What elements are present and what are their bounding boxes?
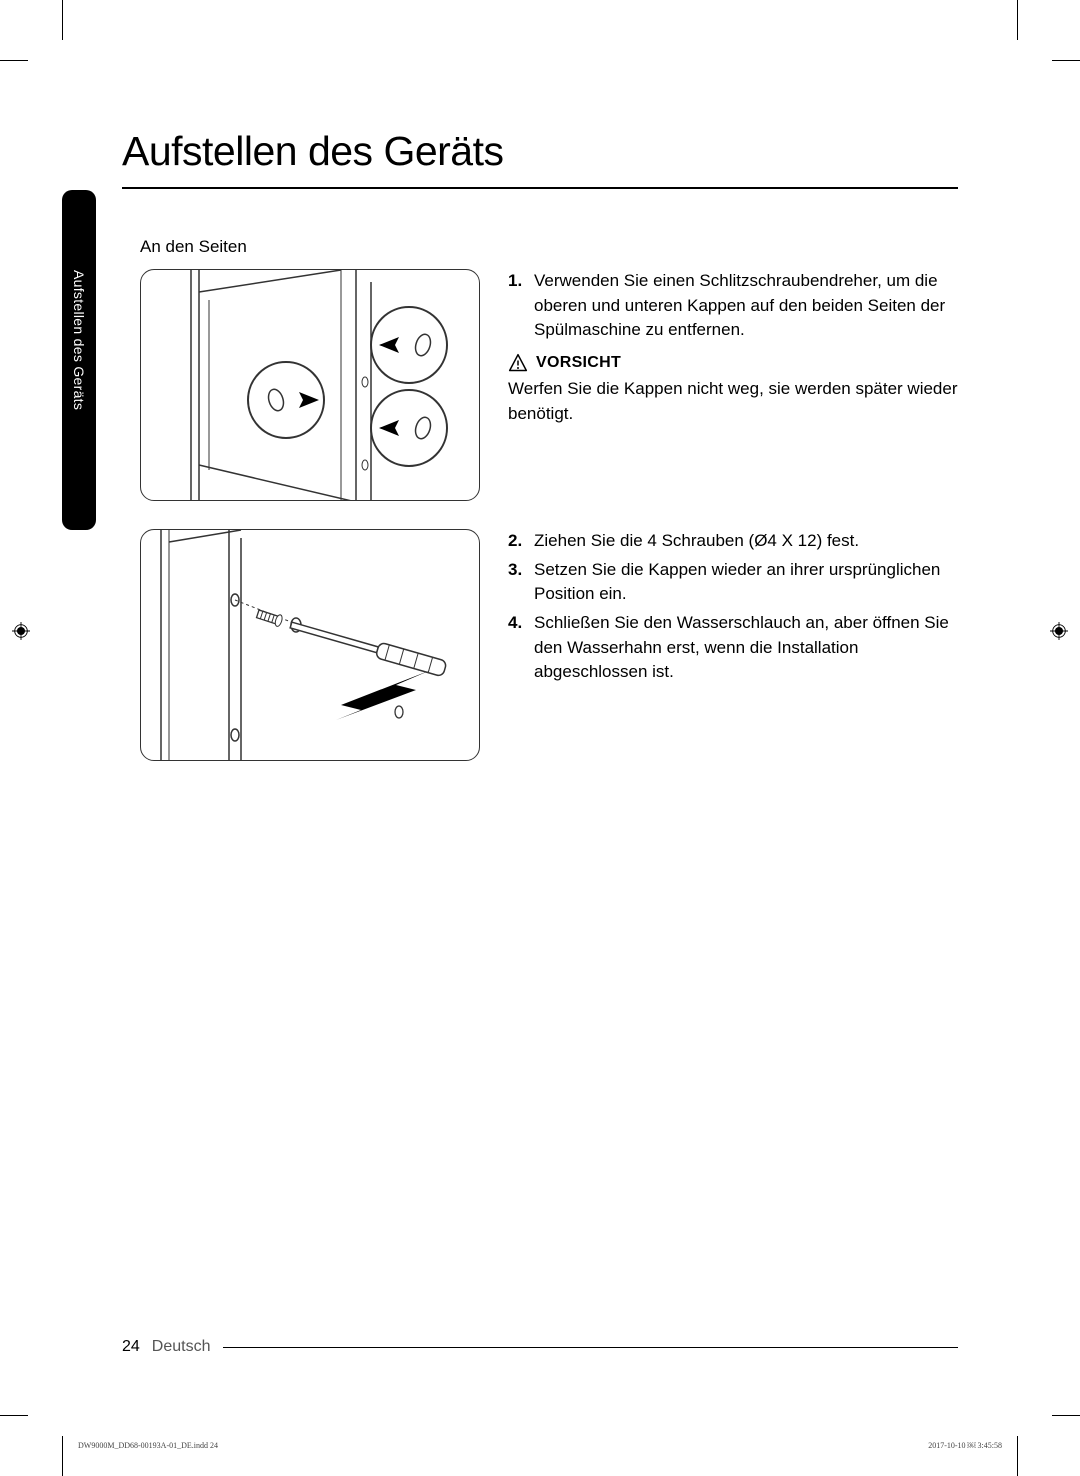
caution-heading: VORSICHT xyxy=(508,353,958,373)
print-file: DW9000M_DD68-00193A-01_DE.indd 24 xyxy=(78,1441,218,1450)
crop-mark xyxy=(0,1415,28,1416)
print-timestamp: 2017-10-10 ￼ 3:45:58 xyxy=(928,1441,1002,1450)
steps-list-2: Ziehen Sie die 4 Schrauben (Ø4 X 12) fes… xyxy=(508,529,958,685)
print-metadata: DW9000M_DD68-00193A-01_DE.indd 24 2017-1… xyxy=(78,1441,1002,1450)
content: An den Seiten xyxy=(140,237,958,771)
side-tab-label: Aufstellen des Geräts xyxy=(71,270,87,410)
row-2: Ziehen Sie die 4 Schrauben (Ø4 X 12) fes… xyxy=(140,529,958,771)
registration-mark-right xyxy=(1050,622,1068,645)
page-number: 24 xyxy=(122,1338,140,1356)
step-1: Verwenden Sie einen Schlitzschraubendreh… xyxy=(508,269,958,343)
page-language: Deutsch xyxy=(152,1338,211,1356)
row-1: Verwenden Sie einen Schlitzschraubendreh… xyxy=(140,269,958,511)
steps-list-1: Verwenden Sie einen Schlitzschraubendreh… xyxy=(508,269,958,343)
step-4: Schließen Sie den Wasserschlauch an, abe… xyxy=(508,611,958,685)
step-2: Ziehen Sie die 4 Schrauben (Ø4 X 12) fes… xyxy=(508,529,958,554)
step-3: Setzen Sie die Kappen wieder an ihrer ur… xyxy=(508,558,958,607)
crop-mark xyxy=(62,0,63,40)
title-rule xyxy=(122,187,958,189)
crop-mark xyxy=(1052,60,1080,61)
illustration-2 xyxy=(140,529,480,761)
crop-mark xyxy=(0,60,28,61)
page-body: Aufstellen des Geräts Aufstellen des Ger… xyxy=(62,60,1018,1416)
illustration-1 xyxy=(140,269,480,501)
caution-text: Werfen Sie die Kappen nicht weg, sie wer… xyxy=(508,377,958,426)
crop-mark xyxy=(1017,0,1018,40)
page-title: Aufstellen des Geräts xyxy=(122,128,1018,175)
subheading: An den Seiten xyxy=(140,237,958,257)
caution-icon xyxy=(508,353,528,373)
registration-mark-left xyxy=(12,622,30,645)
page-footer: 24 Deutsch xyxy=(122,1338,958,1356)
side-tab: Aufstellen des Geräts xyxy=(62,190,96,530)
crop-mark xyxy=(1052,1415,1080,1416)
caution-label: VORSICHT xyxy=(536,354,621,372)
crop-mark xyxy=(1017,1436,1018,1476)
crop-mark xyxy=(62,1436,63,1476)
footer-rule xyxy=(223,1347,959,1348)
